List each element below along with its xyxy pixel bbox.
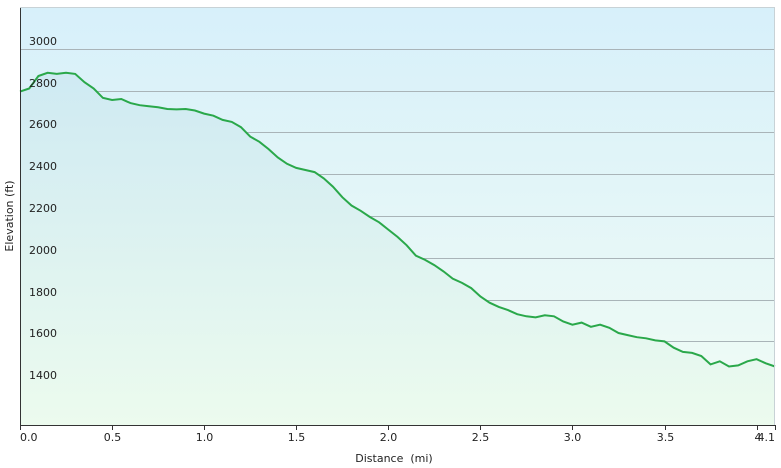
x-tick-label: 0.5 [104, 431, 122, 444]
x-tick-label: 0.0 [20, 431, 38, 444]
y-tick-label: 2400 [29, 160, 57, 173]
y-tick-label: 3000 [29, 35, 57, 48]
y-tick-label: 1600 [29, 327, 57, 340]
y-tick-label: 2600 [29, 118, 57, 131]
x-tick-label: 3.0 [564, 431, 582, 444]
elevation-line [19, 71, 776, 368]
x-axis-ticks: 0.0 0.5 1.0 1.5 2.0 2.5 3.0 3.5 44.1 [20, 425, 776, 444]
x-tick-label: 2.5 [472, 431, 490, 444]
x-tick-label: 3.5 [657, 431, 675, 444]
y-tick-label: 1400 [29, 369, 57, 382]
y-tick-label: 1800 [29, 286, 57, 299]
y-axis-ticks: 1400 1600 1800 2000 2200 2400 2600 2800 3000 [29, 35, 57, 382]
x-tick-label: 4.1 [758, 431, 776, 444]
axes [20, 7, 775, 426]
y-axis-title: Elevation (ft) [3, 180, 16, 251]
y-tick-label: 2200 [29, 202, 57, 215]
elevation-area [20, 72, 775, 426]
y-tick-label: 2000 [29, 244, 57, 257]
y-tick-label: 2800 [29, 77, 57, 90]
x-tick-label: 1.0 [196, 431, 214, 444]
x-tick-label: 1.5 [288, 431, 306, 444]
x-axis-title: Distance (mi) [355, 452, 432, 465]
x-tick-label: 2.0 [380, 431, 398, 444]
x-tick-label: 4 [755, 431, 762, 444]
